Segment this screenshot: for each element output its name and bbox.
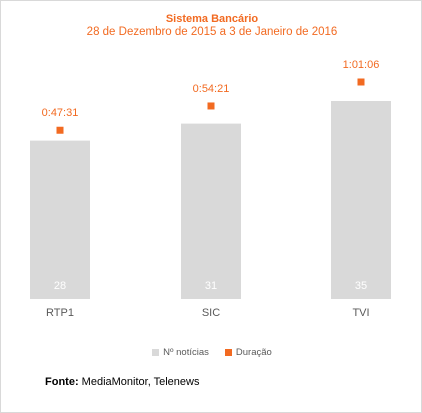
x-tick-label-tvi: TVI — [352, 307, 369, 319]
legend-swatch-duracao — [224, 349, 232, 356]
bar-rtp1 — [30, 140, 90, 299]
legend-label-duracao: Duração — [235, 347, 272, 358]
bar-label-tvi: 35 — [355, 280, 367, 292]
legend-label-noticias: Nº notícias — [163, 347, 209, 358]
source-text: MediaMonitor, Telenews — [81, 376, 200, 388]
x-tick-label-sic: SIC — [202, 307, 220, 319]
legend-item-noticias: Nº notícias — [152, 347, 209, 358]
duration-marker-tvi — [357, 78, 365, 86]
legend-item-duracao: Duração — [224, 347, 272, 358]
duration-marker-rtp1 — [56, 126, 64, 134]
bar-label-sic: 31 — [205, 280, 217, 292]
bar-label-rtp1: 28 — [54, 280, 66, 292]
chart-plot: 28 0:47:31 RTP1 31 0:54:21 SIC 35 1:01:06 TVI — [30, 59, 391, 319]
bar-sic — [181, 123, 241, 299]
duration-label-rtp1: 0:47:31 — [42, 107, 79, 119]
duration-label-sic: 0:54:21 — [193, 83, 230, 95]
legend: Nº notícias Duração — [1, 347, 422, 358]
bar-tvi — [331, 101, 391, 299]
source-label: Fonte: — [45, 376, 79, 388]
source-note: Fonte: MediaMonitor, Telenews — [45, 376, 199, 388]
duration-label-tvi: 1:01:06 — [343, 59, 380, 71]
legend-swatch-noticias — [152, 349, 160, 356]
chart-title: Sistema Bancário — [165, 13, 259, 25]
duration-marker-sic — [207, 102, 215, 110]
x-tick-label-rtp1: RTP1 — [46, 307, 74, 319]
chart-subtitle: 28 de Dezembro de 2015 a 3 de Janeiro de… — [86, 26, 338, 38]
